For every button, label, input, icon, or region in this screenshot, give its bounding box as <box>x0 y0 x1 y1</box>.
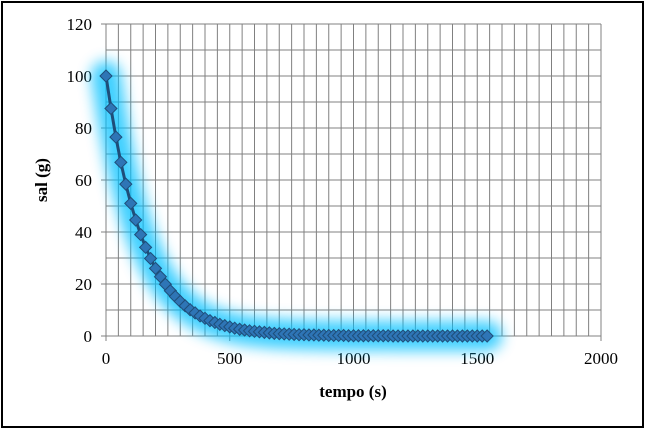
y-tick-label: 100 <box>67 67 93 86</box>
x-axis-title: tempo (s) <box>319 382 387 401</box>
data-point <box>480 329 494 343</box>
y-tick-label: 80 <box>75 119 92 138</box>
data-series <box>99 69 494 343</box>
data-point <box>138 240 153 255</box>
y-tick-label: 0 <box>84 327 93 346</box>
data-point <box>119 177 133 191</box>
y-tick-label: 60 <box>75 171 92 190</box>
data-point <box>143 251 158 266</box>
x-tick-label: 0 <box>102 349 111 368</box>
data-point <box>128 213 143 227</box>
y-tick-label: 40 <box>75 223 92 242</box>
y-axis-title: sal (g) <box>32 158 51 202</box>
y-tick-label: 20 <box>75 275 92 294</box>
x-tick-label: 1500 <box>460 349 494 368</box>
tick-labels: 0 500 1000 1500 2000 0 20 40 60 80 100 120 <box>67 15 619 368</box>
gridlines <box>106 23 602 336</box>
x-tick-label: 1000 <box>337 349 371 368</box>
data-point <box>148 261 163 276</box>
x-tick-label: 2000 <box>584 349 618 368</box>
x-tick-label: 500 <box>217 349 243 368</box>
y-tick-label: 120 <box>67 15 93 34</box>
data-point <box>109 130 123 144</box>
data-point <box>99 69 113 83</box>
data-point <box>104 101 118 116</box>
data-point <box>124 196 138 211</box>
data-point <box>133 227 148 242</box>
data-point <box>114 155 128 170</box>
